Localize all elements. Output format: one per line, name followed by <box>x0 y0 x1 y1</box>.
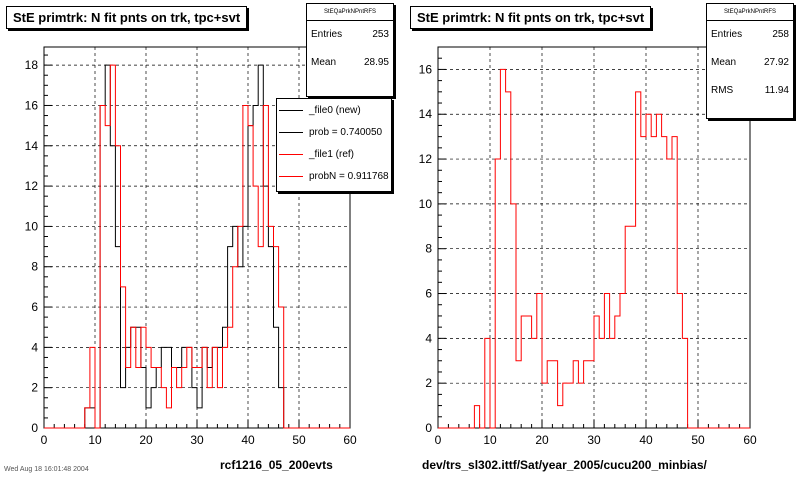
left-chart-title: StE primtrk: N fit pnts on trk, tpc+svt <box>6 6 248 29</box>
y-tick-label: 6 <box>425 287 432 301</box>
legend-swatch <box>279 131 303 133</box>
stats-mean-label: Mean <box>311 57 337 68</box>
right-chart-panel: 0 10 20 30 40 50 60 0 2 4 6 8 10 12 14 16 StE primtrk: … <box>400 0 800 480</box>
histogram-series-0 <box>44 64 350 429</box>
y-tick-label: 8 <box>31 260 38 274</box>
x-tick-label: 10 <box>88 433 102 447</box>
stats-rms-value: 11.94 <box>764 85 789 96</box>
x-tick-label: 60 <box>343 433 357 447</box>
x-tick-label: 60 <box>743 433 757 447</box>
left-stats-box: StEQaPrkNPntRFS Entries 253 Mean 28.95 <box>306 3 394 97</box>
right-stats-rms-row: RMS 11.94 <box>707 77 793 105</box>
x-tick-label: 40 <box>639 433 653 447</box>
x-tick-label: 20 <box>535 433 549 447</box>
legend-item-file1: _file1 (ref) <box>277 143 391 165</box>
legend-swatch <box>279 175 303 177</box>
x-tick-label: 30 <box>190 433 204 447</box>
right-stats-entries-row: Entries 258 <box>707 21 793 49</box>
right-x-axis-label: dev/trs_sl302.ittf/Sat/year_2005/cucu200… <box>422 458 707 472</box>
left-chart-svg: 0 10 20 30 40 50 60 0 2 4 6 8 10 12 14 16 18 <box>25 46 357 447</box>
y-tick-label: 8 <box>425 242 432 256</box>
stats-entries-value: 253 <box>372 29 389 40</box>
x-tick-label: 50 <box>691 433 705 447</box>
x-tick-label: 20 <box>139 433 153 447</box>
legend-label: prob = 0.740050 <box>309 126 383 138</box>
stats-rms-label: RMS <box>711 85 734 96</box>
legend-swatch <box>279 109 303 111</box>
left-stats-header: StEQaPrkNPntRFS <box>307 4 393 21</box>
histogram-series-0 <box>438 68 750 429</box>
left-stats-entries-row: Entries 253 <box>307 21 393 49</box>
y-tick-label: 12 <box>419 152 433 166</box>
stats-mean-value: 28.95 <box>363 57 389 68</box>
y-tick-label: 16 <box>419 62 433 76</box>
x-tick-label: 0 <box>435 433 442 447</box>
stats-mean-value: 27.92 <box>763 57 789 68</box>
y-tick-label: 12 <box>25 179 39 193</box>
right-chart-title: StE primtrk: N fit pnts on trk, tpc+svt <box>410 6 652 29</box>
legend-swatch <box>279 153 303 155</box>
x-tick-label: 40 <box>241 433 255 447</box>
y-tick-label: 0 <box>425 421 432 435</box>
right-stats-box: StEQaPrkNPntRFS Entries 258 Mean 27.92 RMS… <box>706 3 794 119</box>
y-tick-label: 16 <box>25 98 39 112</box>
x-tick-label: 10 <box>483 433 497 447</box>
stats-entries-label: Entries <box>711 29 743 40</box>
right-chart-svg: 0 10 20 30 40 50 60 0 2 4 6 8 10 12 14 16 <box>419 46 757 447</box>
left-stats-mean-row: Mean 28.95 <box>307 49 393 77</box>
x-tick-label: 30 <box>587 433 601 447</box>
y-tick-label: 2 <box>425 376 432 390</box>
x-tick-label: 50 <box>292 433 306 447</box>
legend-item-prob: prob = 0.740050 <box>277 121 391 143</box>
y-tick-label: 10 <box>25 219 39 233</box>
y-tick-label: 14 <box>25 139 39 153</box>
y-tick-label: 14 <box>419 107 433 121</box>
stats-entries-label: Entries <box>311 29 343 40</box>
legend-item-probn: probN = 0.911768 <box>277 165 391 187</box>
y-tick-label: 10 <box>419 197 433 211</box>
legend-label: _file0 (new) <box>309 104 361 116</box>
right-stats-header: StEQaPrkNPntRFS <box>707 4 793 21</box>
y-tick-label: 4 <box>31 340 38 354</box>
x-tick-label: 0 <box>41 433 48 447</box>
histogram-series-1 <box>44 64 350 429</box>
left-legend: _file0 (new) prob = 0.740050 _file1 (ref… <box>276 98 392 192</box>
stats-entries-value: 258 <box>772 29 789 40</box>
footer-timestamp: Wed Aug 18 16:01:48 2004 <box>4 466 89 473</box>
legend-label: _file1 (ref) <box>309 148 355 160</box>
stats-mean-label: Mean <box>711 57 737 68</box>
y-tick-label: 2 <box>31 381 38 395</box>
y-tick-label: 0 <box>31 421 38 435</box>
y-tick-label: 4 <box>425 331 432 345</box>
legend-item-file0: _file0 (new) <box>277 99 391 121</box>
legend-label: probN = 0.911768 <box>309 170 389 182</box>
right-stats-mean-row: Mean 27.92 <box>707 49 793 77</box>
left-x-axis-label: rcf1216_05_200evts <box>220 458 333 472</box>
left-chart-panel: 0 10 20 30 40 50 60 0 2 4 6 8 10 12 14 16 18 StE primtrk… <box>0 0 400 480</box>
y-tick-label: 18 <box>25 58 39 72</box>
y-tick-label: 6 <box>31 300 38 314</box>
